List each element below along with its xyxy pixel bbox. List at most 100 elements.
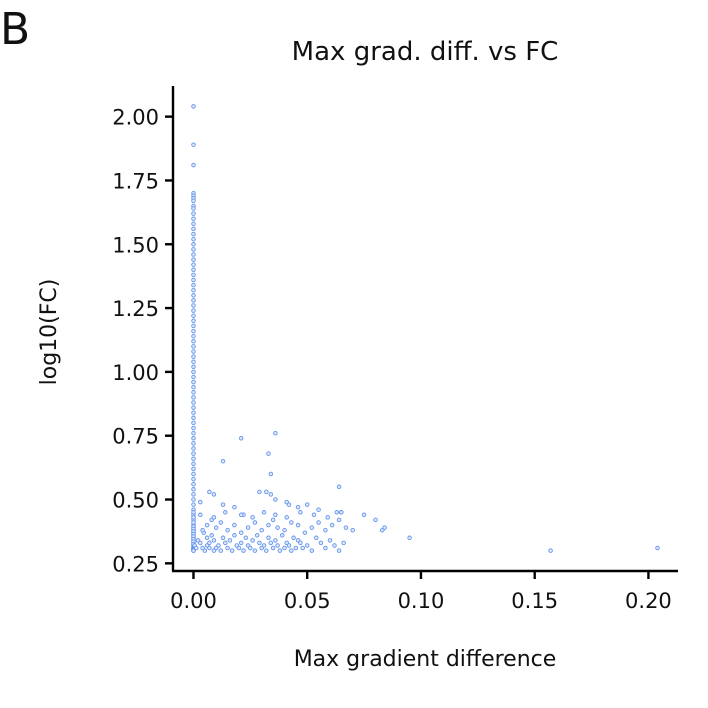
data-point bbox=[191, 247, 196, 252]
data-point bbox=[191, 364, 196, 370]
data-point bbox=[373, 517, 378, 523]
data-point bbox=[191, 287, 196, 293]
data-point bbox=[289, 548, 294, 553]
data-point bbox=[191, 405, 196, 410]
data-point bbox=[232, 533, 237, 538]
data-point bbox=[191, 446, 196, 451]
data-point bbox=[227, 538, 233, 543]
data-point bbox=[191, 395, 196, 400]
y-tick-label: 2.00 bbox=[112, 106, 159, 130]
data-point bbox=[327, 538, 333, 543]
data-point bbox=[316, 520, 321, 525]
data-point bbox=[191, 374, 196, 380]
data-point bbox=[191, 339, 196, 344]
data-point bbox=[191, 236, 196, 242]
data-point bbox=[225, 545, 230, 551]
data-point bbox=[336, 484, 342, 490]
y-tick-label: 0.50 bbox=[112, 489, 159, 513]
data-point bbox=[232, 504, 237, 510]
data-point bbox=[329, 522, 335, 528]
data-point bbox=[238, 512, 244, 518]
data-point bbox=[191, 510, 196, 515]
data-point bbox=[191, 216, 196, 221]
data-point bbox=[266, 535, 271, 541]
data-point bbox=[229, 548, 235, 553]
data-point bbox=[304, 502, 310, 507]
data-point bbox=[238, 436, 244, 441]
data-point bbox=[241, 548, 246, 553]
data-point bbox=[191, 410, 196, 415]
panel-label: B bbox=[0, 4, 30, 55]
data-point bbox=[252, 548, 258, 553]
data-point bbox=[298, 540, 303, 546]
x-axis-label: Max gradient difference bbox=[294, 647, 557, 672]
data-point bbox=[211, 538, 217, 543]
data-point bbox=[191, 359, 196, 364]
data-point bbox=[204, 522, 210, 528]
chart-title: Max grad. diff. vs FC bbox=[292, 37, 559, 67]
data-point bbox=[350, 527, 355, 533]
data-point bbox=[295, 522, 301, 528]
data-point bbox=[191, 293, 196, 298]
data-point bbox=[325, 515, 330, 520]
data-point bbox=[286, 502, 292, 507]
data-point bbox=[250, 515, 255, 520]
data-point bbox=[264, 489, 269, 495]
data-point bbox=[655, 545, 660, 551]
y-axis-label: log10(FC) bbox=[37, 279, 62, 386]
data-point bbox=[275, 543, 280, 548]
data-point bbox=[191, 471, 196, 477]
data-point bbox=[191, 198, 196, 204]
data-point bbox=[261, 543, 267, 548]
x-tick-label: 0.10 bbox=[398, 589, 445, 613]
data-point bbox=[273, 430, 278, 436]
data-point bbox=[198, 512, 203, 518]
data-point bbox=[191, 481, 196, 487]
data-point bbox=[270, 517, 276, 523]
data-point bbox=[257, 489, 262, 495]
data-point bbox=[323, 545, 328, 551]
data-point bbox=[193, 545, 199, 551]
data-point bbox=[232, 522, 237, 528]
data-point bbox=[209, 533, 214, 538]
data-point bbox=[300, 545, 305, 551]
data-point bbox=[191, 520, 196, 525]
y-tick-label: 1.25 bbox=[112, 297, 159, 321]
x-tick-label: 0.05 bbox=[284, 589, 331, 613]
data-point bbox=[191, 425, 196, 431]
data-point bbox=[309, 525, 315, 530]
data-point bbox=[343, 525, 349, 530]
data-point bbox=[261, 510, 267, 515]
data-point bbox=[211, 515, 217, 520]
data-point bbox=[236, 545, 242, 551]
data-point bbox=[191, 515, 196, 520]
data-point bbox=[311, 512, 317, 518]
data-point bbox=[252, 520, 258, 525]
data-point bbox=[191, 430, 196, 436]
data-point bbox=[191, 221, 196, 227]
data-point bbox=[225, 527, 230, 533]
data-point bbox=[207, 540, 212, 546]
data-point bbox=[250, 538, 255, 543]
data-point bbox=[275, 525, 280, 530]
data-point bbox=[277, 548, 283, 553]
data-point bbox=[191, 502, 196, 507]
data-point bbox=[266, 451, 271, 456]
data-point bbox=[336, 548, 342, 553]
data-point bbox=[191, 548, 196, 553]
data-points bbox=[191, 104, 660, 553]
data-point bbox=[191, 303, 196, 308]
data-point bbox=[220, 502, 226, 507]
data-point bbox=[191, 308, 196, 313]
data-point bbox=[314, 535, 319, 541]
data-point bbox=[191, 354, 196, 359]
data-point bbox=[332, 543, 337, 548]
data-point bbox=[191, 257, 196, 262]
data-point bbox=[200, 527, 205, 533]
data-point bbox=[191, 267, 196, 273]
data-point bbox=[204, 535, 210, 541]
data-point bbox=[191, 492, 196, 497]
data-point bbox=[218, 520, 224, 525]
data-point bbox=[191, 142, 196, 147]
x-tick-label: 0.00 bbox=[170, 589, 217, 613]
